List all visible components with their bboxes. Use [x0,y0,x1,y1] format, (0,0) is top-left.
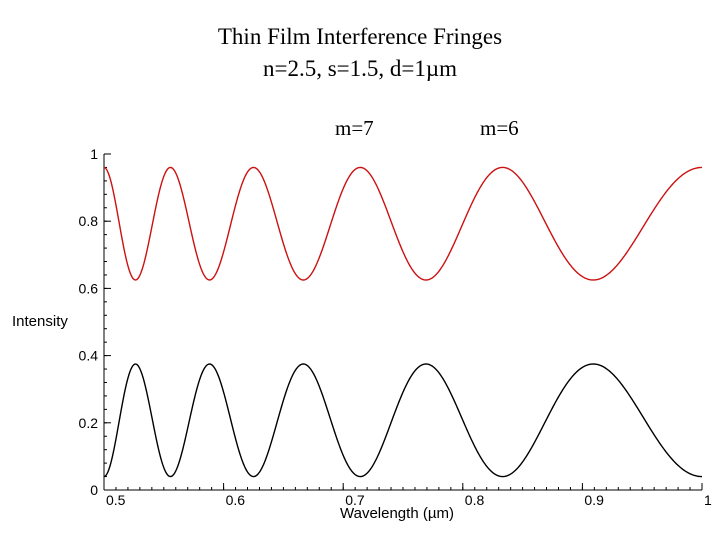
order-label-m6: m=6 [480,116,519,140]
series-group [103,166,703,478]
x-tick-label: 0.8 [465,492,485,508]
ticks-group: 0 0.2 0.4 0.6 0.8 1 0.5 0.6 0.7 0.8 0.9 1 [79,146,712,508]
order-label-m7: m=7 [335,116,374,140]
x-tick-label: 0.9 [584,492,604,508]
series-line-transmitted [103,166,703,281]
x-tick-label: 1 [704,492,712,508]
y-tick-label: 0.8 [79,213,99,229]
x-tick-label: 0.6 [226,492,246,508]
x-tick-label: 0.5 [106,492,126,508]
chart-title: Thin Film Interference Fringes [217,24,503,49]
axes-group [103,154,702,491]
y-tick-label: 0 [90,482,98,498]
y-axis-label: Intensity [12,313,68,330]
x-axis-label: Wavelength (µm) [340,505,454,522]
y-tick-label: 0.2 [79,415,99,431]
y-tick-label: 1 [90,146,98,162]
chart-subtitle: n=2.5, s=1.5, d=1µm [262,56,457,81]
x-tick-label: 0.7 [345,492,365,508]
series-line-reflected [103,363,703,478]
y-tick-label: 0.4 [79,348,99,364]
y-tick-label: 0.6 [79,280,99,296]
